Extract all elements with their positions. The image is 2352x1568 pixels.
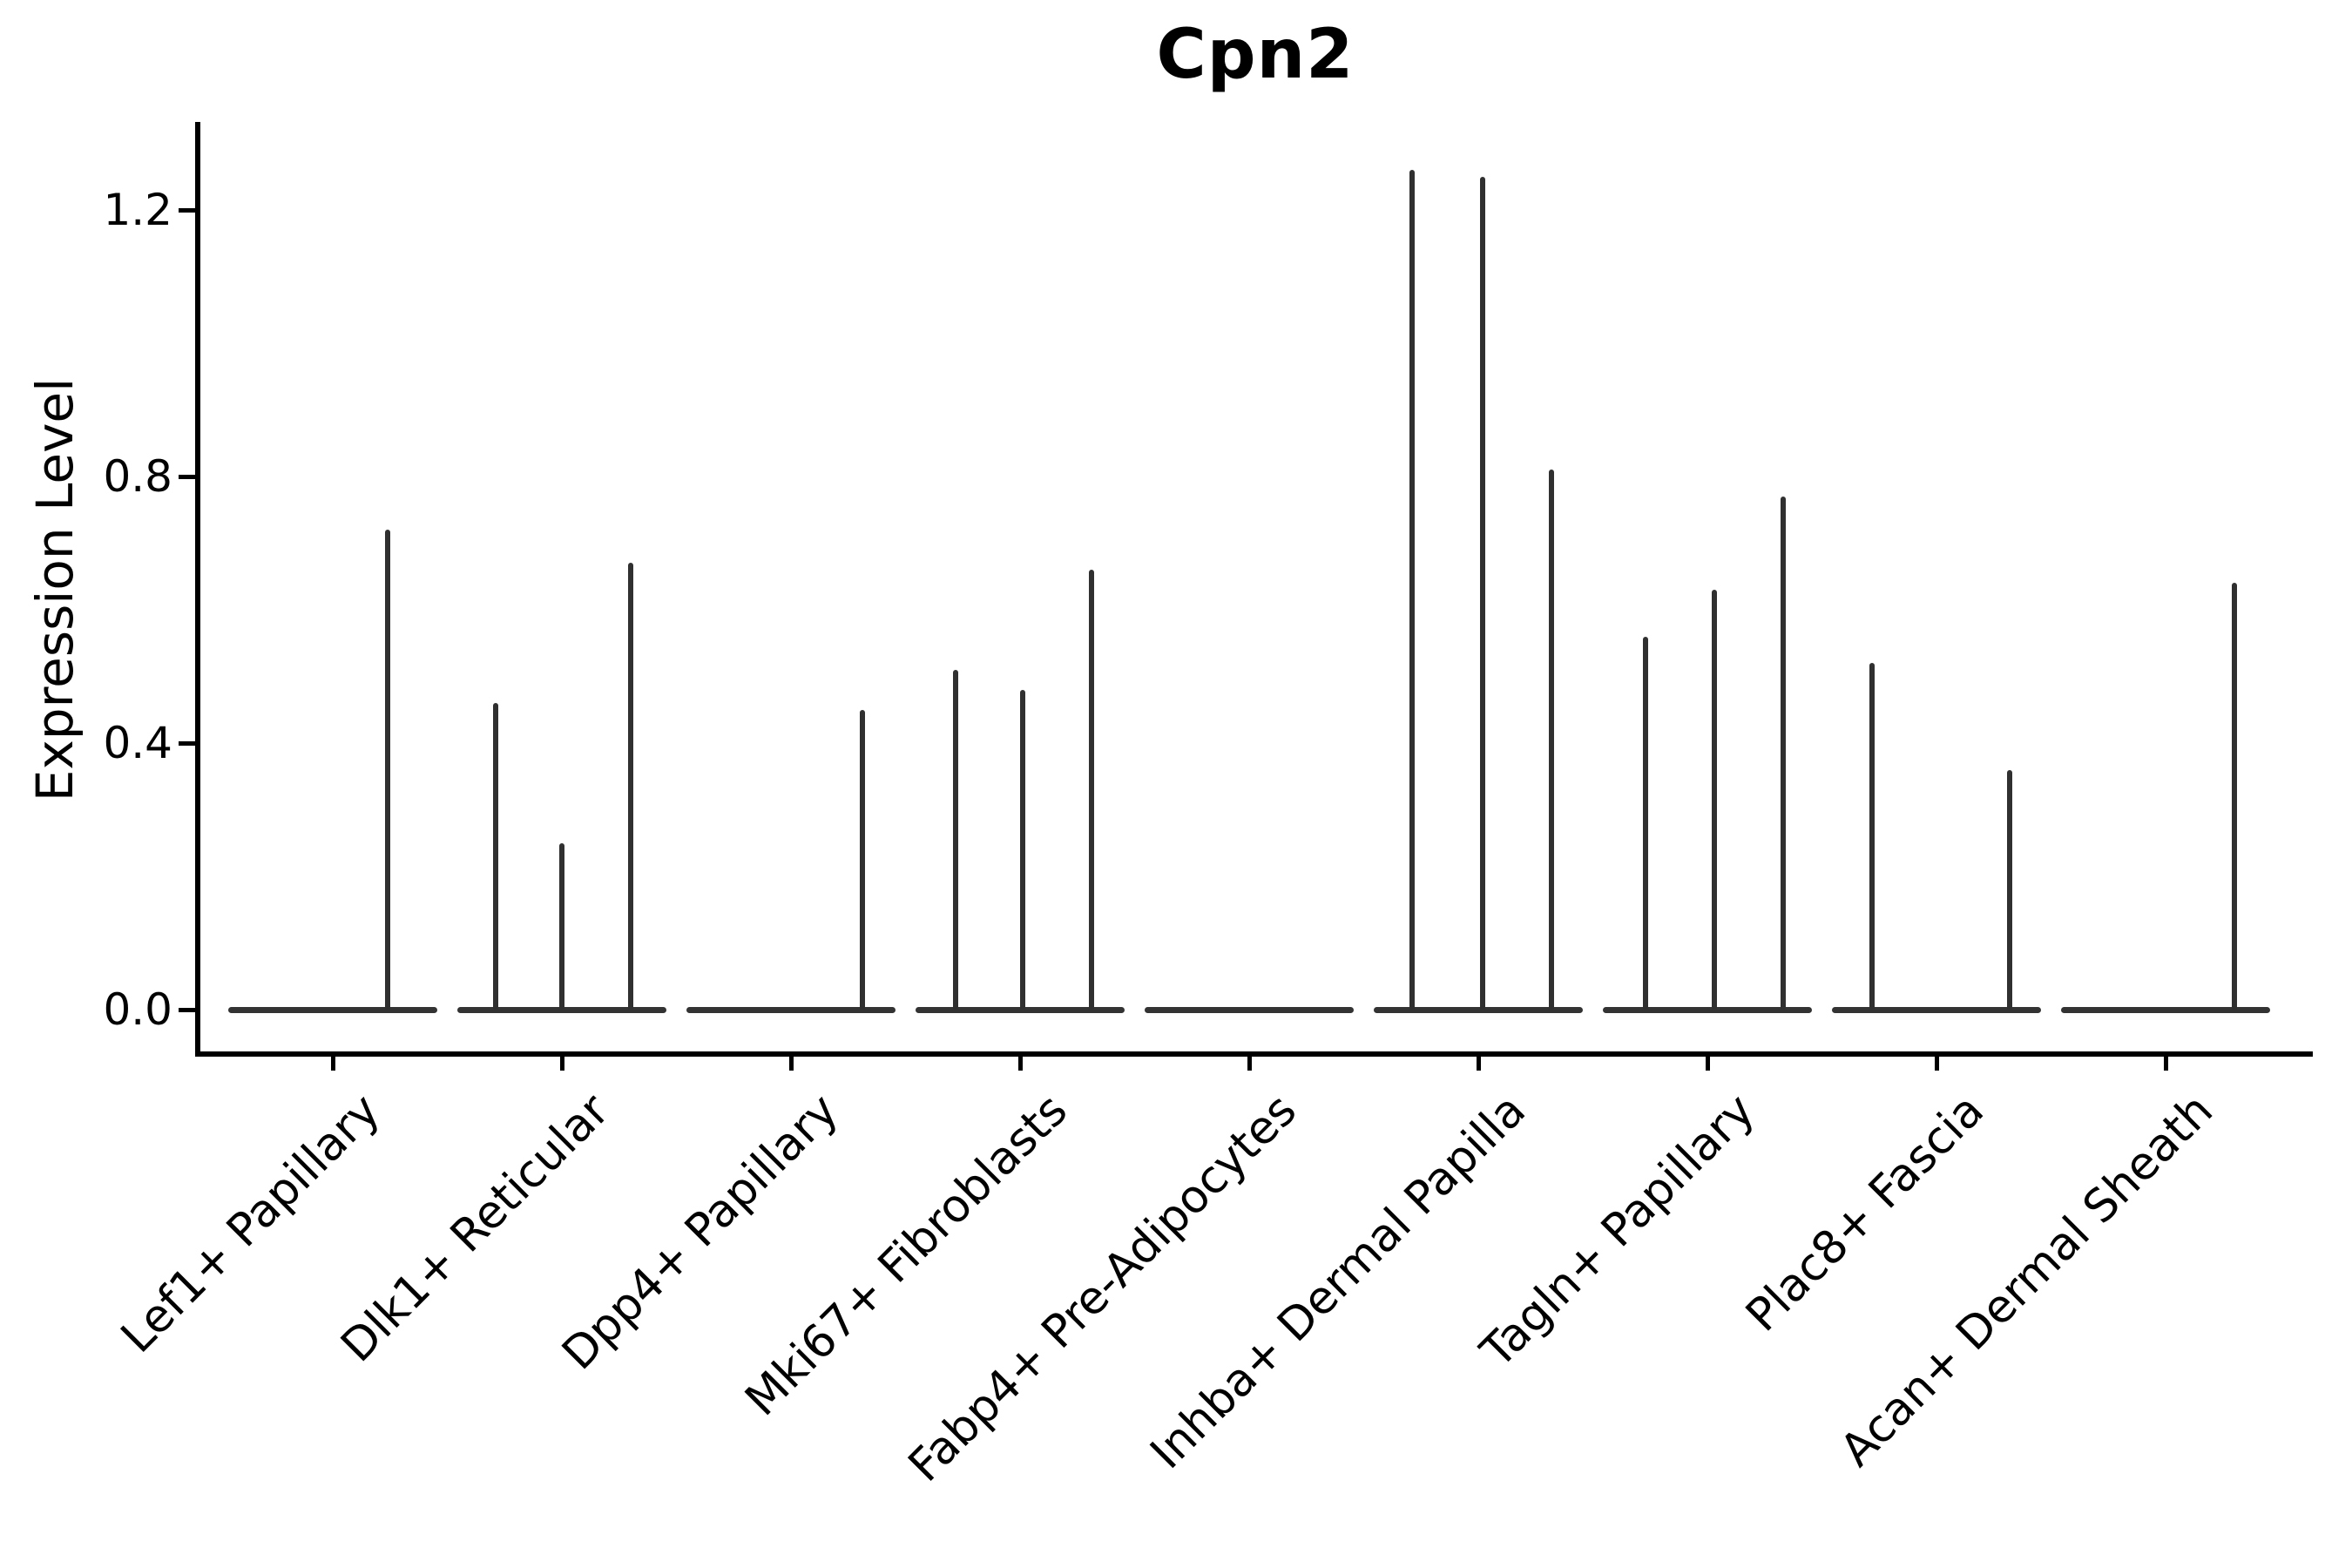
x-tick-label: Dpp4+ Papillary xyxy=(552,1084,849,1381)
y-tick-label: 1.2 xyxy=(103,185,172,235)
y-tick-mark xyxy=(179,474,198,479)
violin-spike xyxy=(1711,590,1717,1010)
x-axis-spine xyxy=(195,1051,2313,1057)
x-tick-label: Lef1+ Papillary xyxy=(111,1084,391,1363)
violin-spike xyxy=(559,842,564,1010)
violin-spike xyxy=(859,709,865,1010)
x-tick-label: Plac8+ Fascia xyxy=(1736,1084,1995,1342)
violin-spike xyxy=(1409,170,1415,1010)
violin-baseline xyxy=(228,1006,437,1013)
violin-baseline xyxy=(1145,1006,1354,1013)
violin-spike xyxy=(2231,583,2237,1010)
violin-baseline xyxy=(1832,1006,2041,1013)
violin-spike xyxy=(1019,689,1025,1010)
x-tick-label: Acan+ Dermal Sheath xyxy=(1830,1084,2224,1477)
violin-baseline xyxy=(916,1006,1125,1013)
violin-spike xyxy=(953,669,959,1010)
x-tick-mark xyxy=(788,1057,794,1071)
violin-baseline xyxy=(1603,1006,1812,1013)
x-tick-label: Dlk1+ Reticular xyxy=(331,1084,620,1373)
y-tick-label: 0.0 xyxy=(103,984,172,1035)
x-tick-mark xyxy=(1705,1057,1710,1071)
violin-spike xyxy=(1643,636,1648,1010)
violin-baseline xyxy=(686,1006,896,1013)
y-axis-label: Expression Level xyxy=(25,377,84,802)
y-tick-label: 0.8 xyxy=(103,451,172,502)
violin-spike xyxy=(492,703,498,1010)
x-tick-mark xyxy=(1017,1057,1023,1071)
y-axis-spine xyxy=(195,122,200,1057)
violin-spike xyxy=(385,530,391,1010)
x-tick-mark xyxy=(1247,1057,1252,1071)
violin-baseline xyxy=(1374,1006,1583,1013)
x-tick-label: Mki67+ Fibroblasts xyxy=(735,1084,1078,1427)
x-tick-label: Tagln+ Papillary xyxy=(1470,1084,1766,1378)
violin-spike xyxy=(627,563,633,1010)
violin-spike xyxy=(2007,769,2013,1010)
x-tick-mark xyxy=(2163,1057,2168,1071)
y-tick-label: 0.4 xyxy=(103,718,172,768)
y-tick-mark xyxy=(179,740,198,746)
x-tick-label: Fabp4+ Pre-Adipocytes xyxy=(898,1084,1308,1492)
x-tick-mark xyxy=(330,1057,335,1071)
x-tick-mark xyxy=(559,1057,564,1071)
violin-spike xyxy=(1088,570,1094,1010)
x-tick-mark xyxy=(1934,1057,1939,1071)
x-tick-mark xyxy=(1476,1057,1481,1071)
violin-spike xyxy=(1869,663,1876,1010)
y-tick-mark xyxy=(179,1007,198,1012)
violin-spike xyxy=(1480,176,1486,1010)
violin-baseline xyxy=(2061,1006,2270,1013)
y-tick-mark xyxy=(179,207,198,213)
violin-spike xyxy=(1549,470,1555,1010)
violin-spike xyxy=(1780,496,1786,1010)
x-tick-label: Inhba+ Dermal Papilla xyxy=(1140,1084,1537,1480)
chart-title: Cpn2 xyxy=(1156,16,1355,94)
